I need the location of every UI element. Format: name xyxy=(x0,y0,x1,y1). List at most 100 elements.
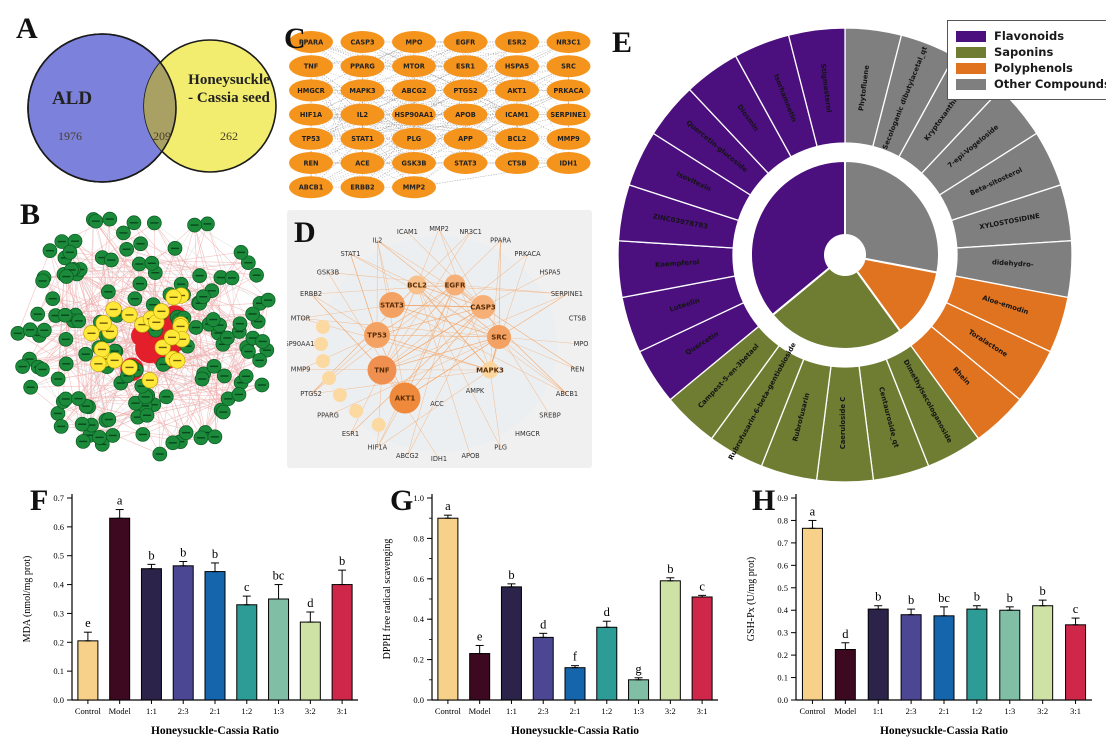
outer-gene-label: PRKACA xyxy=(514,250,541,258)
gene-node: HMGCR xyxy=(289,79,333,102)
sig-letter: d xyxy=(842,627,849,641)
hub-gene-label: MAPK3 xyxy=(476,366,504,374)
y-axis-title: DPPH free radical scavenging xyxy=(382,539,393,660)
panel-letter-b: B xyxy=(20,198,41,231)
outer-gene-label: PPARA xyxy=(490,236,511,244)
sig-letter: e xyxy=(477,629,483,643)
sig-letter: b xyxy=(908,593,914,607)
gene-label: ACE xyxy=(355,159,370,167)
x-tick-label: 1:2 xyxy=(601,706,612,716)
x-tick-label: 1:1 xyxy=(146,706,157,716)
outer-gene-label: NR3C1 xyxy=(459,228,482,236)
bar xyxy=(1032,605,1054,701)
hub-gene-node: SRC xyxy=(487,325,511,349)
panel-letter-a: A xyxy=(16,12,38,45)
bar xyxy=(172,565,194,701)
gene-node: CTSB xyxy=(495,152,539,174)
y-tick-label: 0.4 xyxy=(413,614,424,624)
bar xyxy=(500,586,522,701)
y-tick-label: 1.0 xyxy=(413,493,424,503)
gene-node: SRC xyxy=(546,55,591,78)
gene-node: HIF1A xyxy=(289,103,333,126)
y-tick-label: 0.0 xyxy=(777,695,788,705)
y-tick-label: 0.1 xyxy=(53,666,64,676)
venn-overlap-count: 209 xyxy=(153,129,171,143)
gene-node: PTGS2 xyxy=(443,79,488,102)
x-tick-label: Control xyxy=(799,706,826,716)
bar xyxy=(77,640,99,701)
ppi-network xyxy=(10,211,276,462)
gene-label: PRKACA xyxy=(553,87,584,95)
sig-letter: c xyxy=(244,580,250,594)
sig-letter: g xyxy=(635,662,642,676)
gene-label: IL2 xyxy=(357,111,369,119)
ring-node xyxy=(315,354,330,369)
gene-label: HMGCR xyxy=(297,87,324,95)
gene-label: CASP3 xyxy=(350,38,375,46)
gene-node: EGFR xyxy=(443,31,488,53)
outer-gene-label: HSPA5 xyxy=(539,268,560,276)
x-tick-label: 1:2 xyxy=(241,706,252,716)
outer-gene-label: PTGS2 xyxy=(300,390,322,398)
gene-node: TNF xyxy=(289,55,333,78)
outer-gene-label: SREBP xyxy=(539,412,560,420)
x-tick-label: 3:1 xyxy=(337,706,348,716)
bar xyxy=(966,608,988,701)
x-tick-label: Control xyxy=(75,706,102,716)
x-axis-title: Honeysuckle-Cassia Ratio xyxy=(880,725,1008,737)
y-axis-title: MDA (nmol/mg prot) xyxy=(22,556,33,643)
gene-label: BCL2 xyxy=(508,135,527,143)
x-tick-label: 2:3 xyxy=(906,706,917,716)
gene-node: AKT1 xyxy=(495,79,539,102)
flavonoids-swatch xyxy=(956,30,986,42)
legend-label: Flavonoids xyxy=(994,29,1065,43)
bar xyxy=(867,608,889,701)
bar xyxy=(268,598,290,701)
bar xyxy=(900,614,922,701)
bar xyxy=(299,621,321,701)
gene-node: ESR1 xyxy=(443,55,488,78)
gene-label: PTGS2 xyxy=(453,87,477,95)
outer-gene-label: APOB xyxy=(461,452,480,460)
bar xyxy=(596,626,618,701)
x-tick-label: 1:1 xyxy=(506,706,517,716)
hub-gene-node: EGFR xyxy=(444,274,466,296)
gene-label: CTSB xyxy=(507,159,526,167)
hub-gene-label: BCL2 xyxy=(407,281,427,289)
bar xyxy=(933,615,955,701)
legend-item-flavonoids: Flavonoids xyxy=(956,29,1106,43)
panel-letter-f: F xyxy=(30,484,49,517)
y-axis-title: GSH-Px (U/mg prot) xyxy=(746,557,757,641)
sig-letter: e xyxy=(85,616,91,630)
gene-node: NR3C1 xyxy=(546,31,591,53)
y-tick-label: 0.4 xyxy=(777,605,788,615)
x-tick-label: 1:3 xyxy=(273,706,284,716)
bar xyxy=(834,649,856,701)
outer-gene-label: MMP2 xyxy=(429,225,449,233)
outer-gene-label: IDH1 xyxy=(431,455,447,463)
outer-gene-label: PLG xyxy=(494,444,507,452)
x-tick-label: 2:3 xyxy=(538,706,549,716)
gene-label: AKT1 xyxy=(507,87,527,95)
legend-label: Saponins xyxy=(994,45,1054,59)
outer-gene-label: ABCB1 xyxy=(556,390,578,398)
x-axis-title: Honeysuckle-Cassia Ratio xyxy=(511,725,639,737)
gene-node: IDH1 xyxy=(546,152,591,174)
hub-gene-label: TNF xyxy=(374,366,390,374)
gshpx-bar-chart: 0.0 0.1 0.2 0.3 0.4 0.5 0.6 0.7 0.8 0.9 a Control d M… xyxy=(746,493,1092,737)
gene-label: EGFR xyxy=(456,38,476,46)
venn-left-count: 1976 xyxy=(58,129,82,143)
x-tick-label: 2:3 xyxy=(178,706,189,716)
gene-node: ABCG2 xyxy=(392,79,436,102)
x-tick-label: 2:1 xyxy=(210,706,221,716)
saponins-swatch xyxy=(956,46,986,58)
gene-node: MAPK3 xyxy=(340,79,385,102)
y-tick-label: 0.1 xyxy=(777,673,788,683)
mda-bar-chart: 0.0 0.1 0.2 0.3 0.4 0.5 0.6 0.7 e Control a Model b 1… xyxy=(22,493,358,737)
bar xyxy=(659,580,681,701)
venn-right-label: Honeysuckle xyxy=(188,72,270,88)
gene-node: APOB xyxy=(443,103,488,126)
hub-gene-label: TP53 xyxy=(367,331,387,339)
sig-letter: a xyxy=(445,499,451,513)
outer-gene-label: ESR1 xyxy=(342,430,359,438)
